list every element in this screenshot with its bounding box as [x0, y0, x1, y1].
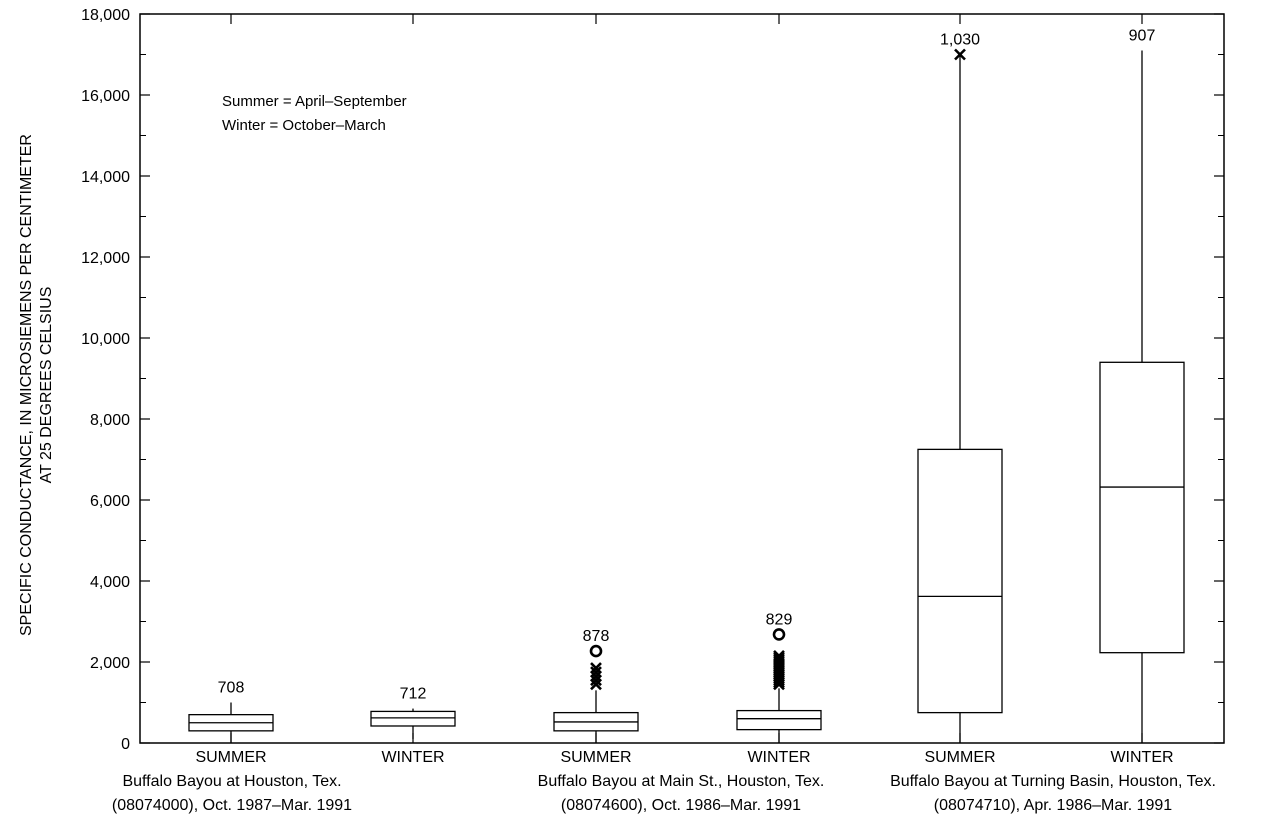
station-labels: Buffalo Bayou at Houston, Tex. (08074000)… — [112, 773, 1216, 814]
outlier-circle-mark — [772, 628, 786, 641]
box-summer-0: 708 SUMMER — [188, 680, 274, 766]
outlier-x-mark — [590, 662, 602, 674]
outlier-x-stroke — [590, 666, 602, 679]
season-label: SUMMER — [924, 749, 995, 766]
season-label: WINTER — [1110, 749, 1173, 766]
station-name-label: Buffalo Bayou at Turning Basin, Houston,… — [890, 773, 1216, 790]
y-tick-label: 8,000 — [90, 412, 130, 429]
season-label: WINTER — [381, 749, 444, 766]
box-winter-5: 907 WINTER — [1099, 27, 1185, 766]
box-iqr — [917, 448, 1003, 714]
outlier-circle-mark — [589, 644, 603, 658]
box-summer-2: 878 SUMMER — [553, 628, 639, 766]
season-label: WINTER — [747, 749, 810, 766]
outlier-x-mark — [773, 654, 785, 666]
sample-count-label: 829 — [766, 611, 793, 628]
station-period-label: (08074000), Oct. 1987–Mar. 1991 — [112, 797, 352, 814]
box-iqr — [736, 709, 822, 731]
box-iqr — [370, 710, 456, 727]
y-tick-label: 12,000 — [81, 250, 130, 267]
outlier-x-stroke — [773, 650, 785, 662]
station-name-label: Buffalo Bayou at Houston, Tex. — [122, 773, 341, 790]
legend-winter: Winter = October–March — [222, 117, 386, 134]
outlier-x-stroke — [954, 48, 966, 61]
season-label: SUMMER — [195, 749, 266, 766]
sample-count-label: 708 — [218, 680, 245, 697]
y-tick-label: 10,000 — [81, 331, 130, 348]
outlier-x-stroke — [773, 652, 785, 664]
box-winter-1: 712 WINTER — [370, 686, 456, 766]
station-period-label: (08074600), Oct. 1986–Mar. 1991 — [561, 797, 801, 814]
outlier-x-mark — [590, 666, 602, 679]
y-tick-label: 4,000 — [90, 574, 130, 591]
box-winter-3: 829 WINTER — [736, 611, 822, 766]
sample-count-label: 907 — [1129, 27, 1156, 44]
outlier-x-mark — [773, 650, 785, 662]
legend: Summer = April–September Winter = Octobe… — [222, 93, 407, 134]
y-tick-label: 0 — [121, 736, 130, 753]
outlier-x-mark — [954, 48, 966, 61]
outlier-x-mark — [773, 652, 785, 664]
y-axis-label-line2: AT 25 DEGREES CELSIUS — [38, 287, 55, 484]
season-label: SUMMER — [560, 749, 631, 766]
sample-count-label: 878 — [583, 628, 610, 645]
box-iqr — [1099, 361, 1185, 654]
box-summer-4: 1,030 SUMMER — [917, 32, 1003, 766]
station-name-label: Buffalo Bayou at Main St., Houston, Tex. — [538, 773, 825, 790]
station-period-label: (08074710), Apr. 1986–Mar. 1991 — [934, 797, 1173, 814]
y-tick-label: 18,000 — [81, 7, 130, 24]
outlier-x-stroke — [773, 654, 785, 666]
sample-count-label: 712 — [400, 686, 427, 703]
y-tick-label: 14,000 — [81, 169, 130, 186]
legend-summer: Summer = April–September — [222, 93, 407, 110]
outlier-x-stroke — [590, 662, 602, 674]
y-tick-label: 2,000 — [90, 655, 130, 672]
y-axis: 0 2,000 4,000 6,000 8,000 10,000 12,000 14,000 1… — [81, 7, 1224, 753]
y-tick-label: 16,000 — [81, 88, 130, 105]
boxes: 708 SUMMER 712 WINTER 878 SUMMER 829 WINTER 1,03… — [188, 27, 1185, 766]
y-tick-label: 6,000 — [90, 493, 130, 510]
y-axis-label-line1: SPECIFIC CONDUCTANCE, IN MICROSIEMENS PE… — [18, 134, 35, 636]
sample-count-label: 1,030 — [940, 32, 980, 49]
y-axis-label: SPECIFIC CONDUCTANCE, IN MICROSIEMENS PE… — [18, 134, 55, 636]
